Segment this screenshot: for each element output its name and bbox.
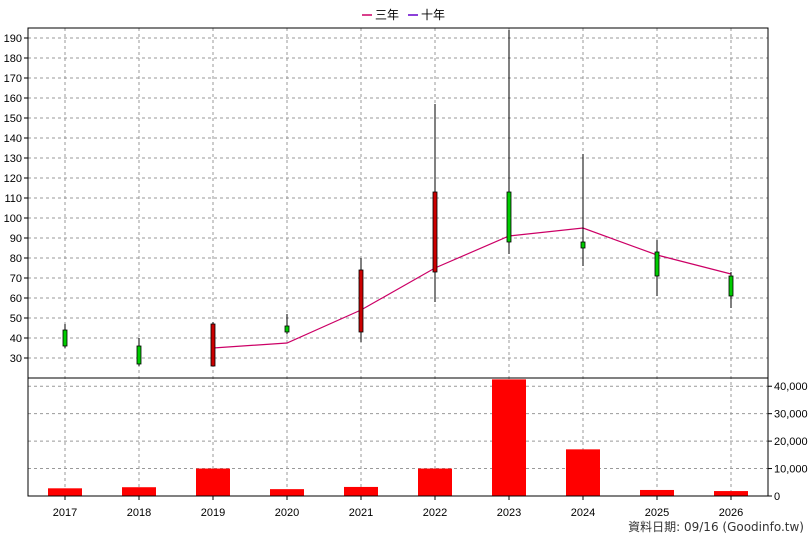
x-tick-label: 2017 <box>53 507 77 519</box>
candle <box>358 258 364 342</box>
candle-body <box>654 251 660 277</box>
legend-label-ten-year: 十年 <box>421 8 445 22</box>
moving-average-lines <box>212 227 732 349</box>
volume-bar <box>492 379 526 496</box>
candle <box>654 240 660 296</box>
source-label: 資料日期: 09/16 (Goodinfo.tw) <box>628 520 804 534</box>
average-line <box>212 227 732 349</box>
candle-body <box>506 191 512 243</box>
volume-bar <box>196 468 230 496</box>
volume-tick-label: 0 <box>774 491 780 503</box>
candle-body <box>136 345 142 365</box>
price-tick-label: 60 <box>10 293 22 305</box>
candle <box>284 314 290 334</box>
candle-body <box>728 275 734 297</box>
volume-tick-label: 40,000 <box>774 381 808 393</box>
candle-body <box>432 191 438 273</box>
candle-body <box>284 325 290 333</box>
plot-frame <box>27 27 769 497</box>
price-tick-label: 40 <box>10 333 22 345</box>
price-tick-label: 170 <box>4 73 22 85</box>
price-tick-label: 130 <box>4 153 22 165</box>
price-tick-label: 160 <box>4 93 22 105</box>
plot-border <box>27 27 769 497</box>
price-tick-label: 90 <box>10 233 22 245</box>
volume-tick-label: 20,000 <box>774 436 808 448</box>
candle <box>506 30 512 254</box>
grid <box>28 28 768 496</box>
volume-bar <box>270 489 304 496</box>
candle-body <box>358 269 364 333</box>
price-tick-label: 150 <box>4 113 22 125</box>
volume-bar <box>566 449 600 496</box>
x-tick-label: 2022 <box>423 507 447 519</box>
price-tick-label: 120 <box>4 173 22 185</box>
candle <box>728 272 734 308</box>
price-axis: 30 40 50 60 70 80 90 100 110 120 130 140 150 160 170 18… <box>4 33 28 365</box>
candle <box>136 338 142 366</box>
volume-bar <box>48 488 82 496</box>
volume-axis: 0 10,000 20,000 30,000 40,000 <box>768 381 808 503</box>
candle <box>210 322 216 367</box>
volume-bar <box>714 491 748 496</box>
volume-tick-label: 30,000 <box>774 409 808 421</box>
volume-bar <box>418 468 452 496</box>
x-tick-label: 2024 <box>571 507 595 519</box>
x-tick-label: 2023 <box>497 507 521 519</box>
candle <box>432 104 438 302</box>
volume-bar <box>640 489 674 496</box>
candles <box>62 30 734 367</box>
volume-bars <box>48 379 748 496</box>
x-tick-label: 2019 <box>201 507 225 519</box>
legend-label-three-year: 三年 <box>375 8 399 22</box>
price-tick-label: 190 <box>4 33 22 45</box>
price-tick-label: 30 <box>10 353 22 365</box>
x-tick-label: 2025 <box>645 507 669 519</box>
volume-bar <box>122 487 156 496</box>
candle-body <box>210 323 216 367</box>
price-tick-label: 110 <box>4 193 22 205</box>
x-tick-label: 2026 <box>719 507 743 519</box>
x-tick-label: 2021 <box>349 507 373 519</box>
candle <box>580 154 586 266</box>
price-tick-label: 80 <box>10 253 22 265</box>
price-tick-label: 140 <box>4 133 22 145</box>
price-tick-label: 50 <box>10 313 22 325</box>
candle <box>62 324 68 348</box>
legend: 三年 十年 <box>362 8 445 22</box>
price-tick-label: 180 <box>4 53 22 65</box>
x-tick-label: 2018 <box>127 507 151 519</box>
x-axis: 2017 2018 2019 2020 2021 2022 2023 2024 2025 2026 <box>53 496 743 519</box>
price-tick-label: 70 <box>10 273 22 285</box>
volume-bar <box>344 486 378 496</box>
candle-body <box>580 241 586 249</box>
x-tick-label: 2020 <box>275 507 299 519</box>
candle-body <box>62 329 68 347</box>
price-tick-label: 100 <box>4 213 22 225</box>
volume-tick-label: 10,000 <box>774 464 808 476</box>
